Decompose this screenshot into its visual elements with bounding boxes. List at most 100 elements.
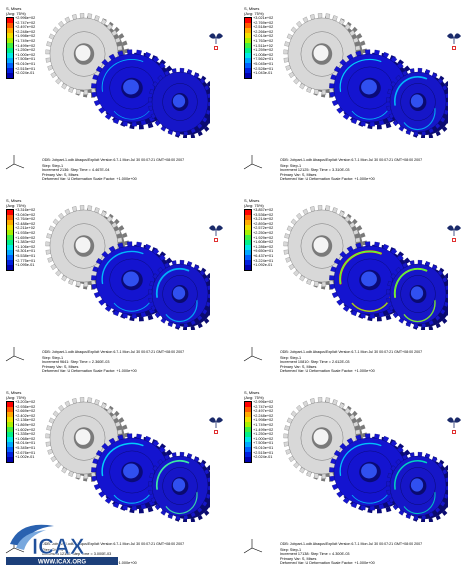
legend-color-bar bbox=[6, 209, 14, 271]
coordinate-axis-icon bbox=[243, 539, 263, 554]
legend-value: +2.747e+02 bbox=[15, 20, 36, 25]
legend-value: +3.203e+02 bbox=[15, 400, 36, 404]
legend-value: +2.515e+01 bbox=[253, 450, 274, 455]
legend-color-bar bbox=[6, 17, 14, 79]
odb-info: ODB: Jobpart-1.odb Abaqus/Explicit Versi… bbox=[42, 542, 185, 546]
legend-value: +2.014e+02 bbox=[253, 34, 274, 39]
step-info-deformed: Deformed Var: U Deformation Scale Factor… bbox=[42, 177, 137, 182]
legend-value: +1.002e-01 bbox=[15, 455, 35, 460]
legend-title: S, Mises bbox=[244, 198, 260, 203]
legend-value: +1.499e+02 bbox=[253, 427, 274, 432]
legend-subtitle: (Avg: 75%) bbox=[6, 11, 26, 16]
gear-contour-plot bbox=[45, 13, 210, 138]
legend-title: S, Mises bbox=[6, 390, 22, 395]
view-triad-icon bbox=[447, 33, 461, 50]
gear-contour-plot bbox=[45, 205, 210, 330]
legend-value: +3.536e+02 bbox=[253, 212, 274, 217]
legend-value: +2.572e+02 bbox=[253, 226, 274, 231]
legend-value: +1.250e+02 bbox=[15, 48, 36, 53]
legend-value: +7.505e+01 bbox=[253, 441, 274, 446]
step-info-deformed: Deformed Var: U Deformation Scale Factor… bbox=[280, 177, 375, 182]
legend-value: +2.769e+02 bbox=[253, 20, 274, 25]
result-panel: S, Mises (Avg: 75%) +2.996e+02 +2.747e+02 +2… bbox=[238, 386, 466, 566]
legend-title: S, Mises bbox=[6, 6, 22, 11]
step-info-increment: Increment 10810: Step Time = 2.612E-03 bbox=[280, 360, 350, 365]
step-info-increment: Increment 9641: Step Time = 2.360E-03 bbox=[42, 360, 110, 365]
gear-contour-plot bbox=[283, 13, 448, 138]
blue-gear-rear bbox=[148, 67, 210, 138]
legend-value: +5.538e+01 bbox=[15, 253, 36, 258]
result-panel: S, Mises (Avg: 75%) +3.316e+02 +3.040e+02 +2… bbox=[0, 194, 228, 374]
legend-value: +3.857e+02 bbox=[253, 208, 274, 212]
blue-gear-rear bbox=[386, 259, 448, 330]
gear-contour-plot bbox=[283, 205, 448, 330]
legend-value: +5.010e+01 bbox=[15, 61, 36, 66]
legend-value: +1.095e-01 bbox=[15, 263, 35, 268]
step-info-step: Step: Step-1 bbox=[42, 356, 64, 360]
coordinate-axis-icon bbox=[5, 155, 25, 170]
legend-value: +3.214e+02 bbox=[253, 217, 274, 222]
step-info-step: Step: Step-1 bbox=[42, 164, 64, 168]
legend-value: +3.040e+02 bbox=[15, 212, 36, 217]
legend-value: +1.929e+02 bbox=[253, 235, 274, 240]
legend-value: +3.316e+02 bbox=[15, 208, 36, 212]
blue-gear-rear bbox=[148, 451, 210, 522]
legend-value: +2.676e+01 bbox=[15, 450, 36, 455]
view-triad-icon bbox=[447, 417, 461, 434]
coordinate-axis-icon bbox=[243, 347, 263, 362]
legend-value: +1.000e+02 bbox=[15, 52, 36, 57]
legend-value: +1.998e+02 bbox=[15, 34, 36, 39]
odb-info: ODB: Jobpart-1.odb Abaqus/Explicit Versi… bbox=[280, 158, 423, 162]
legend-value: +2.747e+02 bbox=[253, 404, 274, 409]
legend-value: +1.602e+02 bbox=[15, 427, 36, 432]
legend-value: +1.068e+02 bbox=[15, 436, 36, 441]
legend-subtitle: (Avg: 75%) bbox=[6, 203, 26, 208]
view-triad-icon bbox=[209, 33, 223, 50]
step-info-increment: Increment 12125: Step Time = 3.310E-03 bbox=[280, 168, 350, 173]
coordinate-axis-icon bbox=[5, 347, 25, 362]
step-info-primary: Primary Var: S, Mises bbox=[280, 364, 317, 369]
legend-value: +1.286e+02 bbox=[253, 244, 274, 249]
step-info: Step: Step-1 Increment 17138: Step Time =… bbox=[280, 548, 375, 566]
coordinate-axis-icon bbox=[243, 155, 263, 170]
legend-value: +5.010e+01 bbox=[253, 445, 274, 450]
legend-value: +1.000e+02 bbox=[253, 436, 274, 441]
legend-value: +1.869e+02 bbox=[15, 422, 36, 427]
legend-value: +1.383e+02 bbox=[15, 240, 36, 245]
odb-info: ODB: Jobpart-1.odb Abaqus/Explicit Versi… bbox=[280, 350, 423, 354]
logo-url: WWW.ICAX.ORG bbox=[38, 560, 86, 566]
legend-value: +2.248e+02 bbox=[253, 413, 274, 418]
legend-value: +1.259e+02 bbox=[253, 48, 274, 53]
step-info-deformed: Deformed Var: U Deformation Scale Factor… bbox=[280, 369, 375, 374]
odb-info: ODB: Jobpart-1.odb Abaqus/Explicit Versi… bbox=[42, 350, 185, 354]
blue-gear-front bbox=[329, 433, 418, 514]
legend-value: +1.499e+02 bbox=[15, 43, 36, 48]
legend-value: +2.893e+02 bbox=[253, 221, 274, 226]
legend-color-bar bbox=[244, 209, 252, 271]
blue-gear-rear bbox=[386, 451, 448, 522]
legend-value: +1.008e+02 bbox=[253, 52, 274, 57]
legend-subtitle: (Avg: 75%) bbox=[244, 203, 264, 208]
step-info: Step: Step-1 Increment 9641: Step Time = … bbox=[42, 356, 137, 374]
stress-legend: S, Mises (Avg: 75%) +3.316e+02 +3.040e+02 +2… bbox=[6, 198, 50, 271]
legend-title: S, Mises bbox=[244, 390, 260, 395]
legend-value: +3.224e+01 bbox=[253, 258, 274, 263]
legend-value: +1.998e+02 bbox=[253, 418, 274, 423]
legend-value: +1.043e-01 bbox=[253, 71, 273, 76]
legend-value: +2.136e+02 bbox=[15, 418, 36, 423]
legend-value: +2.497e+02 bbox=[15, 25, 36, 30]
legend-value: +1.106e+02 bbox=[15, 244, 36, 249]
odb-info: ODB: Jobpart-1.odb Abaqus/Explicit Versi… bbox=[42, 158, 185, 162]
legend-value: +6.437e+01 bbox=[253, 253, 274, 258]
legend-title: S, Mises bbox=[244, 6, 260, 11]
legend-value: +2.024e-01 bbox=[15, 71, 35, 76]
legend-value: +3.021e+02 bbox=[253, 16, 274, 20]
step-info-primary: Primary Var: S, Mises bbox=[280, 172, 317, 177]
legend-value: +2.518e+02 bbox=[253, 25, 274, 30]
odb-info: ODB: Jobpart-1.odb Abaqus/Explicit Versi… bbox=[280, 542, 423, 546]
legend-value: +2.515e+01 bbox=[15, 66, 36, 71]
legend-value: +1.749e+02 bbox=[253, 422, 274, 427]
step-info-primary: Primary Var: S, Mises bbox=[42, 364, 79, 369]
step-info-increment: Increment 12112: Step Time = 3.000E-03 bbox=[42, 552, 112, 557]
step-info: Step: Step-1 Increment 12125: Step Time =… bbox=[280, 164, 375, 182]
